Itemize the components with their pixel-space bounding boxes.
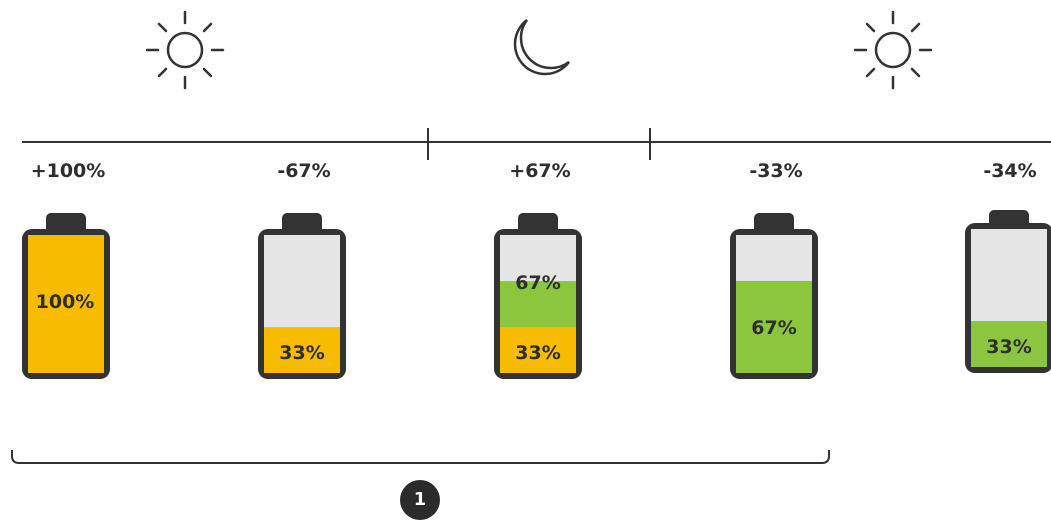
change-label: +67% [509,160,571,182]
moon-icon [513,19,570,76]
change-label: +100% [30,160,106,182]
battery [494,213,582,379]
range-bracket [11,450,830,464]
battery-charge-segment [971,321,1047,367]
battery-level-label: 67% [751,317,797,339]
battery-charge-segment [500,281,576,328]
callout-number: 1 [413,489,427,510]
battery [22,213,110,379]
change-label: -33% [749,160,803,182]
battery-charge-segment [28,235,104,373]
battery-level-label: 67% [515,272,561,294]
change-label: -34% [983,160,1037,182]
battery-layer [22,210,1051,379]
battery-terminal [46,213,86,233]
battery-level-label: 100% [35,291,95,313]
battery-terminal [754,213,794,233]
change-label: -67% [277,160,331,182]
sun-icon [145,10,225,90]
battery-level-label: 33% [515,342,561,364]
battery-charge-segment [736,280,812,373]
battery-level-label: 33% [279,342,325,364]
callout-circle [400,480,440,520]
battery [965,210,1051,373]
battery-charge-segment [500,327,576,373]
battery [730,213,818,379]
battery-level-label: 33% [986,336,1032,358]
battery-charge-segment [264,327,340,373]
battery-terminal [282,213,322,233]
battery [258,213,346,379]
battery-terminal [518,213,558,233]
sun-icon [853,10,933,90]
